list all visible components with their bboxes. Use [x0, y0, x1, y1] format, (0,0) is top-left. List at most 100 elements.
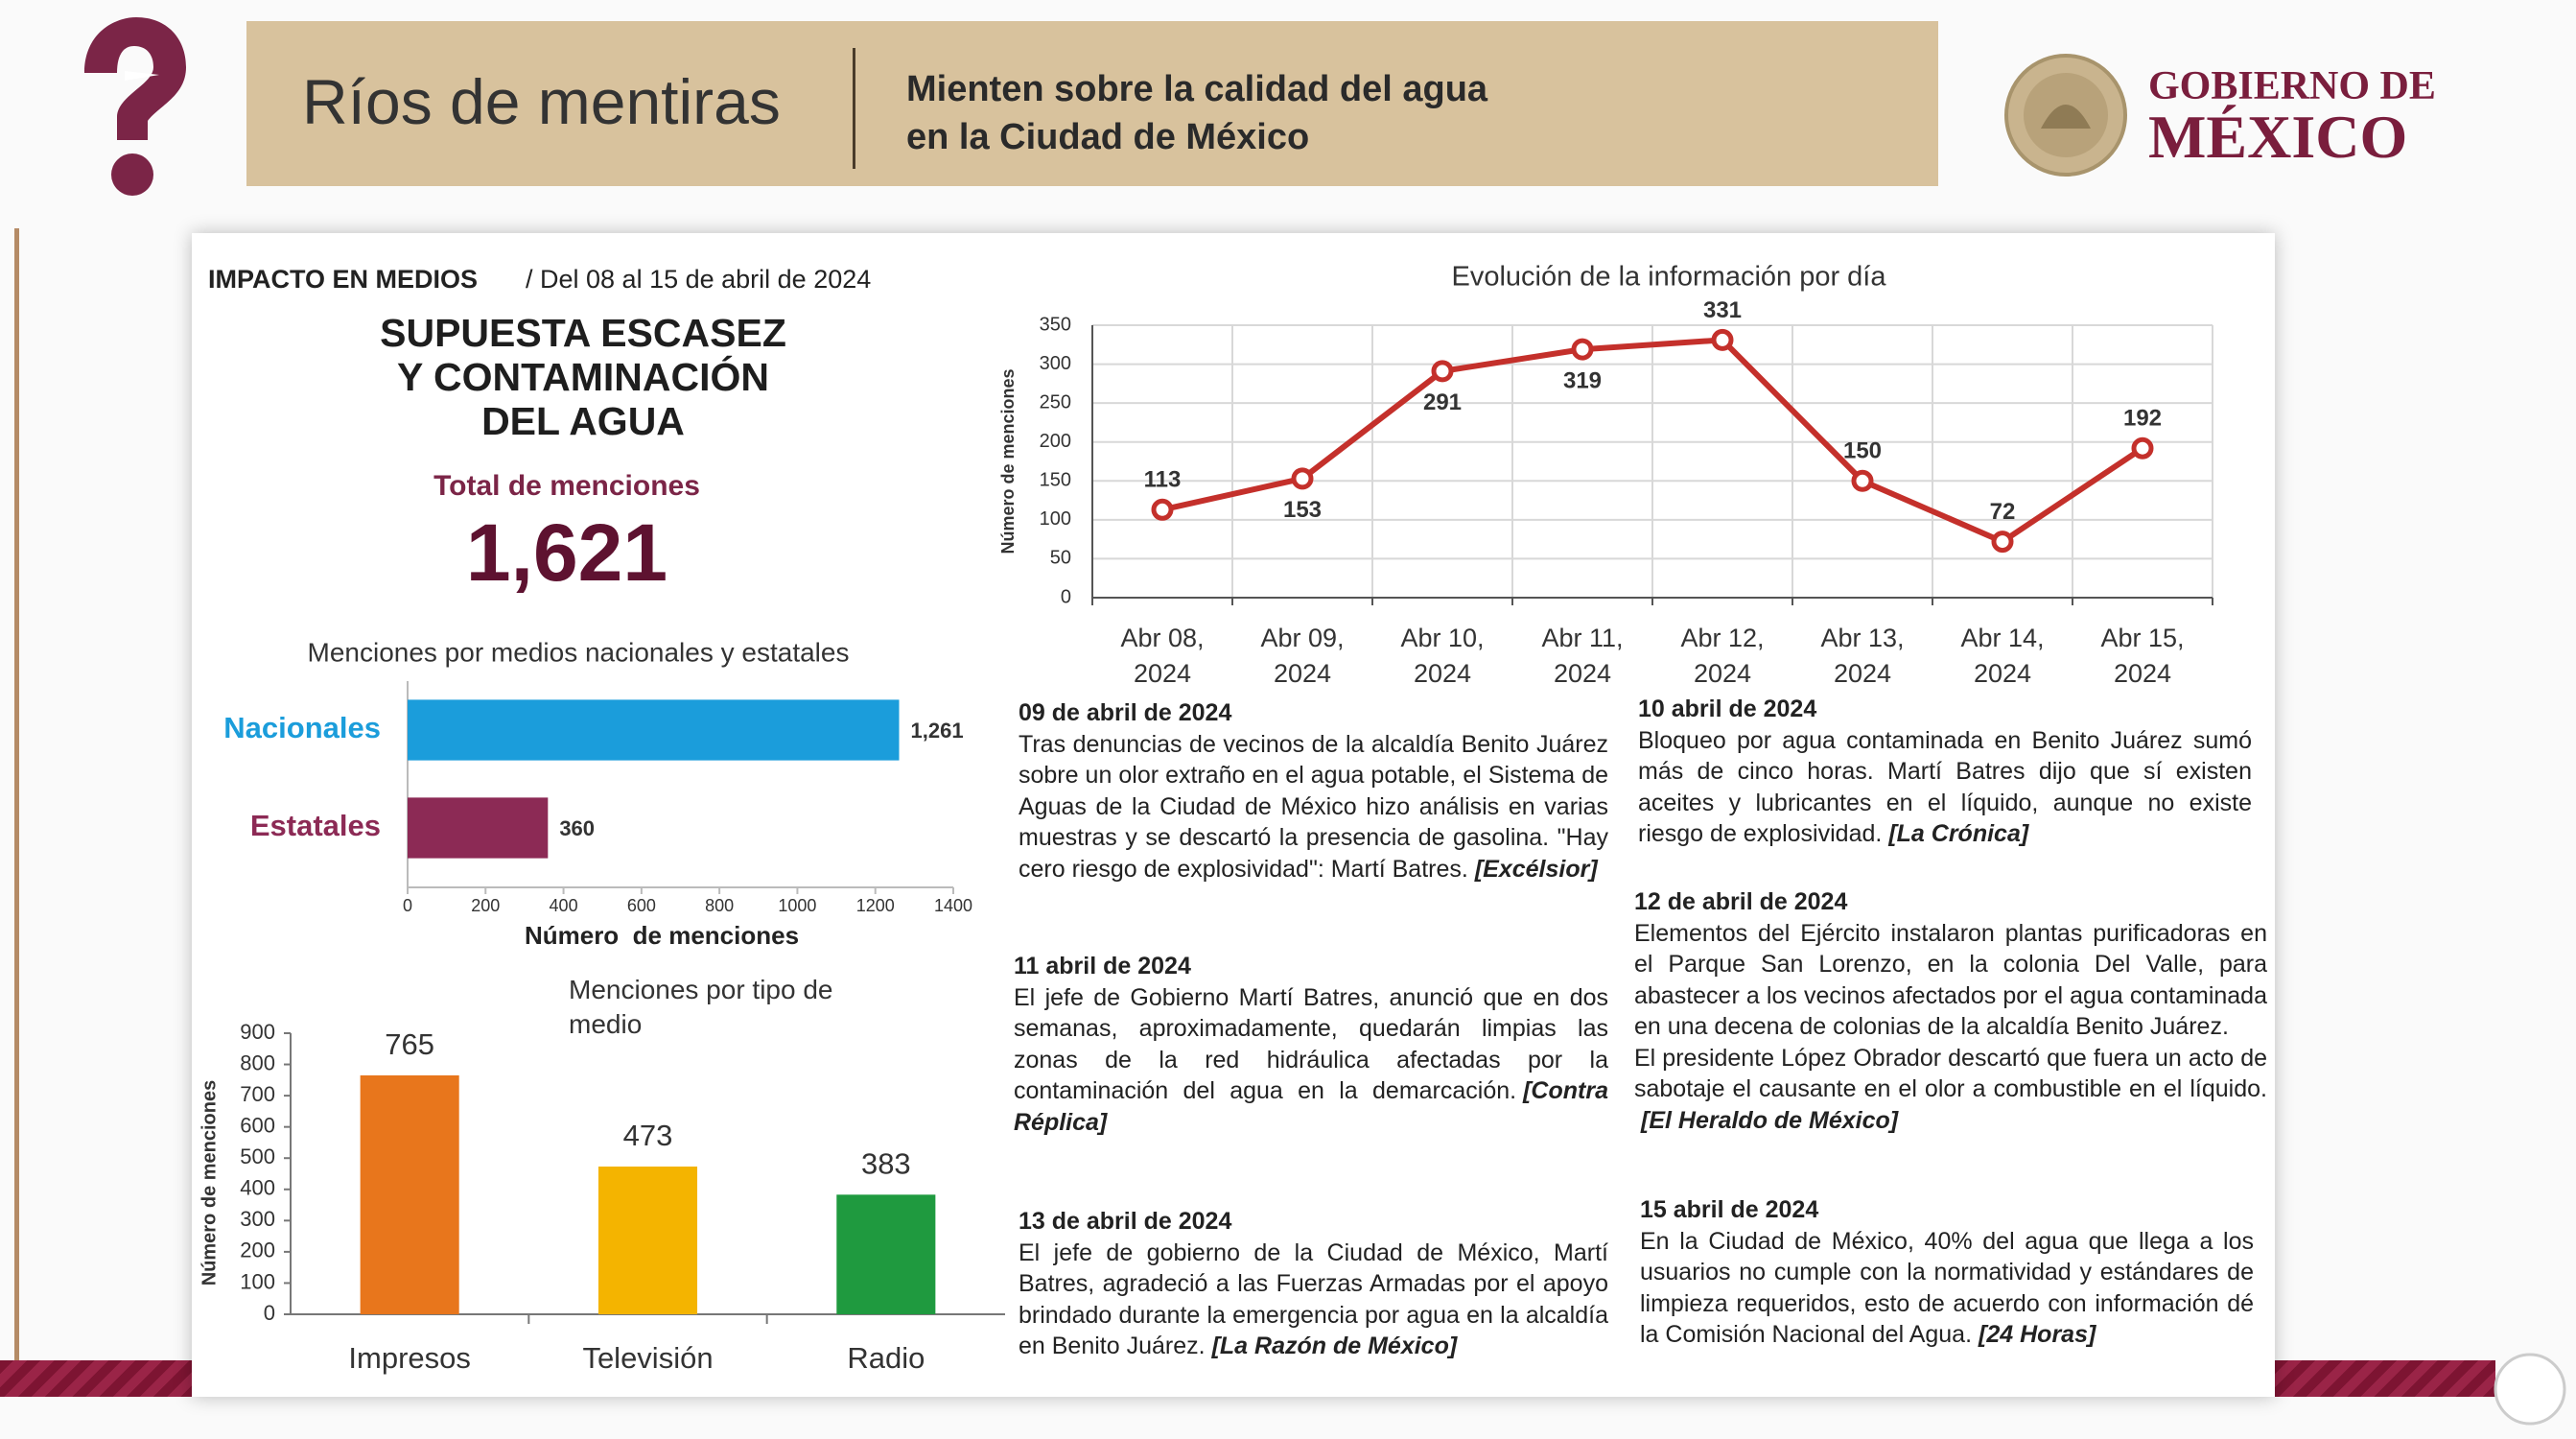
y-tick-label: 250: [1040, 391, 1071, 413]
news-item: 11 abril de 2024 El jefe de Gobierno Mart…: [1014, 951, 1608, 1138]
y-tick-label: 200: [1040, 431, 1071, 452]
point: [1571, 338, 1594, 361]
header-divider: [853, 48, 855, 169]
logo-text: MÉXICO: [2148, 103, 2408, 171]
logo-text: GOBIERNO DE: [2148, 64, 2436, 108]
chart-title: Menciones por tipo de medio: [569, 975, 833, 1039]
news-text: En la Ciudad de México, 40% del agua que…: [1640, 1227, 2254, 1349]
value-label: 192: [2123, 406, 2162, 432]
x-tick-label: Abr 09, 2024: [1260, 624, 1345, 688]
x-tick-label: 0: [403, 896, 412, 915]
date-range: / Del 08 al 15 de abril de 2024: [526, 265, 872, 294]
news-text: El jefe de Gobierno Martí Batres, anunci…: [1014, 983, 1608, 1136]
value-label: 150: [1843, 438, 1882, 464]
x-tick-label: 800: [705, 896, 734, 915]
news-source: [24 Horas]: [1979, 1321, 2096, 1348]
bar: [408, 797, 549, 859]
x-tick-label: Abr 11, 2024: [1541, 624, 1624, 688]
bar: [836, 1194, 936, 1314]
y-tick-label: 700: [240, 1082, 275, 1106]
news-date: 12 de abril de 2024: [1634, 888, 1848, 915]
news-text: Tras denuncias de vecinos de la alcaldía…: [1019, 730, 1608, 883]
news-text: El jefe de gobierno de la Ciudad de Méxi…: [1019, 1238, 1608, 1360]
news-source: [El Heraldo de México]: [1641, 1106, 1899, 1134]
value-label: 1,261: [911, 719, 964, 743]
value-label: 153: [1283, 497, 1322, 523]
y-axis-label: Número de menciones: [998, 368, 1018, 554]
value-label: 765: [385, 1027, 434, 1061]
y-tick-label: 0: [264, 1301, 275, 1325]
bar: [360, 1074, 459, 1314]
news-source: [Contra Réplica]: [1014, 1077, 1608, 1136]
header-title: Ríos de mentiras: [302, 66, 781, 137]
news-item: 12 de abril de 2024 Elementos del Ejércit…: [1634, 886, 2267, 1136]
point: [1291, 467, 1314, 490]
x-tick-label: 600: [627, 896, 656, 915]
chart-title: Menciones por medios nacionales y estata…: [308, 637, 850, 667]
y-tick-label: 50: [1050, 548, 1071, 569]
x-tick-label: Abr 14, 2024: [1960, 624, 2045, 688]
news-item: 10 abril de 2024 Bloqueo por agua contami…: [1638, 694, 2252, 850]
news-text: El presidente López Obrador descartó que…: [1634, 1044, 2267, 1134]
section-label: IMPACTO EN MEDIOS: [208, 265, 479, 294]
category-label: Impresos: [348, 1341, 470, 1375]
category-label: Radio: [847, 1341, 925, 1375]
point: [1851, 469, 1874, 492]
point: [1711, 328, 1734, 351]
category-label: Estatales: [250, 809, 381, 842]
x-tick-label: Abr 10, 2024: [1400, 624, 1485, 688]
y-tick-label: 800: [240, 1050, 275, 1074]
x-axis-label: Número de menciones: [525, 921, 799, 950]
point: [2131, 436, 2154, 460]
headline: Y CONTAMINACIÓN: [397, 355, 769, 399]
x-tick-label: 1000: [778, 896, 816, 915]
news-date: 15 abril de 2024: [1640, 1196, 1819, 1223]
value-label: 473: [623, 1119, 673, 1152]
x-tick-label: 200: [471, 896, 500, 915]
corner-logo: [2494, 1353, 2566, 1426]
decor-band: [0, 1360, 192, 1397]
header-subtitle: en la Ciudad de México: [906, 117, 1310, 157]
x-tick-label: 1200: [856, 896, 895, 915]
total-label: Total de menciones: [433, 470, 700, 502]
value-label: 72: [1990, 499, 2016, 525]
news-date: 09 de abril de 2024: [1019, 699, 1232, 726]
category-label: Nacionales: [223, 711, 381, 744]
y-tick-label: 400: [240, 1176, 275, 1200]
y-tick-label: 600: [240, 1113, 275, 1137]
bar: [408, 699, 900, 761]
news-date: 13 de abril de 2024: [1019, 1208, 1232, 1235]
y-tick-label: 900: [240, 1020, 275, 1044]
chart-title: Evolución de la información por día: [1452, 262, 1887, 293]
seal: [2004, 54, 2127, 177]
header-subtitle: Mienten sobre la calidad del agua: [906, 69, 1488, 109]
headline: SUPUESTA ESCASEZ: [380, 311, 786, 355]
y-tick-label: 350: [1040, 314, 1071, 335]
news-item: 15 abril de 2024 En la Ciudad de México, …: [1640, 1194, 2254, 1351]
value-label: 319: [1563, 367, 1602, 393]
decor-band: [2275, 1360, 2495, 1397]
y-tick-label: 300: [240, 1207, 275, 1231]
news-item: 09 de abril de 2024 Tras denuncias de vec…: [1019, 697, 1608, 885]
y-tick-label: 100: [240, 1269, 275, 1293]
y-tick-label: 300: [1040, 353, 1071, 374]
x-tick-label: 400: [550, 896, 578, 915]
y-axis-label: Número de menciones: [199, 1080, 220, 1286]
point: [1151, 498, 1174, 521]
news-text: Bloqueo por agua contaminada en Benito J…: [1638, 726, 2252, 848]
value-label: 383: [861, 1146, 911, 1180]
news-date: 11 abril de 2024: [1014, 953, 1191, 979]
total-value: 1,621: [465, 507, 668, 598]
point: [1991, 531, 2014, 554]
headline: DEL AGUA: [481, 399, 685, 443]
side-strip: [14, 228, 19, 1360]
x-tick-label: 1400: [934, 896, 972, 915]
news-source: [Excélsior]: [1474, 855, 1598, 883]
question-icon: [84, 17, 186, 196]
news-text: Elementos del Ejército instalaron planta…: [1634, 919, 2267, 1041]
value-label: 360: [559, 816, 595, 840]
x-tick-label: Abr 12, 2024: [1680, 624, 1765, 688]
category-label: Televisión: [582, 1341, 713, 1375]
